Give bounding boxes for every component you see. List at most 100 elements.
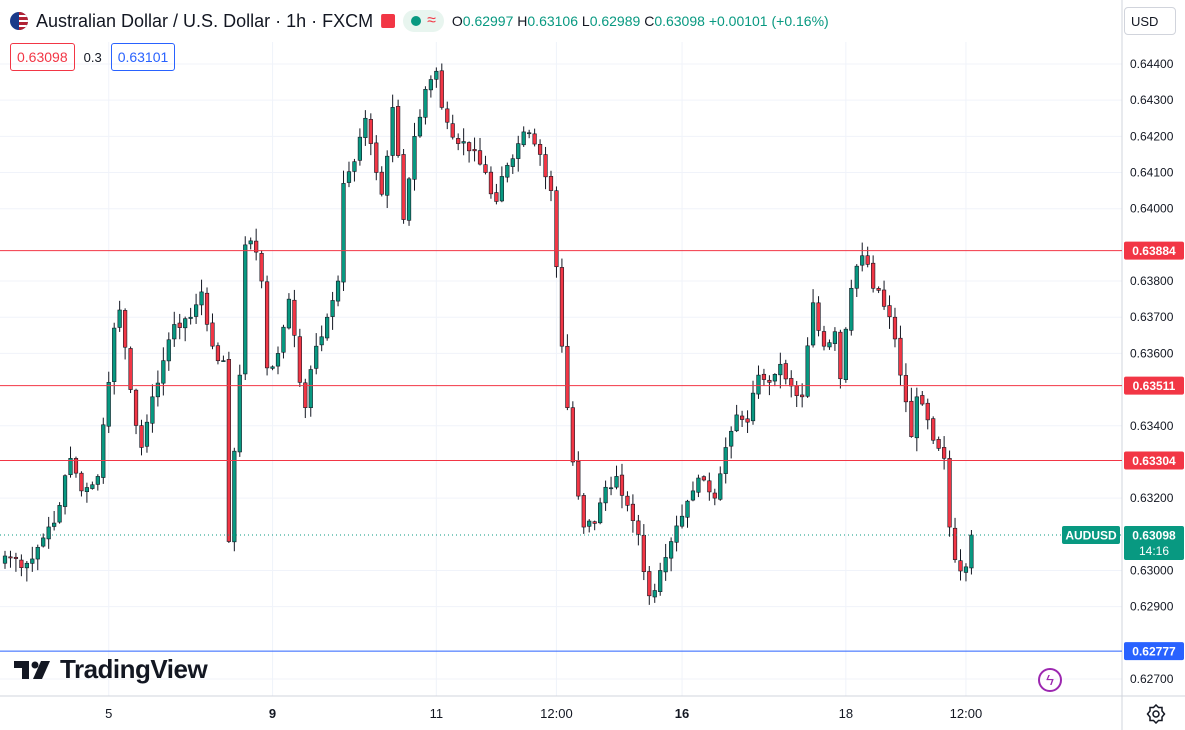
candle-body[interactable] xyxy=(204,292,210,325)
buy-price-button[interactable]: 0.63101 xyxy=(110,43,176,71)
candle-body[interactable] xyxy=(314,345,319,369)
candle-body[interactable] xyxy=(756,374,761,395)
candle-body[interactable] xyxy=(810,302,816,346)
candle-body[interactable] xyxy=(477,150,483,165)
candle-body[interactable] xyxy=(548,176,554,191)
candle-body[interactable] xyxy=(794,385,799,396)
lightning-icon[interactable]: ϟ xyxy=(1038,668,1062,692)
candle-body[interactable] xyxy=(13,556,19,559)
candle-body[interactable] xyxy=(516,143,521,159)
candle-body[interactable] xyxy=(679,515,685,527)
candle-body[interactable] xyxy=(461,141,466,144)
candle-body[interactable] xyxy=(62,475,68,507)
candle-body[interactable] xyxy=(177,322,182,328)
candle-body[interactable] xyxy=(789,378,794,387)
tradingview-logo[interactable]: TradingView xyxy=(14,654,208,685)
candle-body[interactable] xyxy=(734,414,739,432)
candle-body[interactable] xyxy=(117,309,122,328)
candle-body[interactable] xyxy=(537,144,543,155)
candle-body[interactable] xyxy=(805,345,810,397)
candle-body[interactable] xyxy=(510,158,515,167)
candle-body[interactable] xyxy=(46,526,51,540)
candle-body[interactable] xyxy=(166,339,171,362)
candle-body[interactable] xyxy=(374,142,379,173)
candle-body[interactable] xyxy=(761,373,767,380)
candle-body[interactable] xyxy=(969,534,974,569)
candle-body[interactable] xyxy=(947,458,952,528)
candle-body[interactable] xyxy=(619,474,625,496)
candle-body[interactable] xyxy=(428,79,433,91)
candle-body[interactable] xyxy=(123,310,128,348)
candle-body[interactable] xyxy=(521,131,526,146)
sell-price-button[interactable]: 0.63098 xyxy=(10,43,75,71)
candle-body[interactable] xyxy=(188,316,193,319)
candle-body[interactable] xyxy=(423,89,428,118)
candle-body[interactable] xyxy=(581,495,586,528)
candle-body[interactable] xyxy=(750,392,756,422)
candle-body[interactable] xyxy=(838,331,843,380)
candle-body[interactable] xyxy=(84,487,89,492)
candle-body[interactable] xyxy=(685,500,690,518)
candle-body[interactable] xyxy=(488,171,494,195)
candle-body[interactable] xyxy=(641,534,646,573)
candle-body[interactable] xyxy=(270,366,275,369)
candle-body[interactable] xyxy=(903,375,908,403)
candle-body[interactable] xyxy=(729,430,734,447)
candle-body[interactable] xyxy=(434,70,439,80)
candle-body[interactable] xyxy=(827,342,832,348)
candle-body[interactable] xyxy=(701,476,706,481)
candle-body[interactable] xyxy=(745,418,750,423)
candle-body[interactable] xyxy=(144,421,150,447)
candle-body[interactable] xyxy=(303,382,308,408)
candle-body[interactable] xyxy=(663,557,668,573)
candle-body[interactable] xyxy=(832,331,838,344)
candle-body[interactable] xyxy=(456,138,461,144)
candle-body[interactable] xyxy=(183,318,188,329)
candle-body[interactable] xyxy=(778,363,783,376)
candle-body[interactable] xyxy=(237,374,242,453)
candle-body[interactable] xyxy=(505,164,510,178)
candle-body[interactable] xyxy=(696,477,701,493)
candle-body[interactable] xyxy=(357,136,363,161)
candle-body[interactable] xyxy=(308,369,313,408)
candle-body[interactable] xyxy=(243,244,248,375)
candle-body[interactable] xyxy=(860,255,865,266)
candle-body[interactable] xyxy=(330,300,335,317)
settings-gear-icon[interactable] xyxy=(1145,703,1167,725)
symbol-title[interactable]: Australian Dollar / U.S. Dollar · 1h · F… xyxy=(36,10,374,31)
candle-body[interactable] xyxy=(396,106,401,156)
candle-body[interactable] xyxy=(543,154,548,178)
candle-body[interactable] xyxy=(914,396,919,439)
candle-body[interactable] xyxy=(472,149,477,152)
candle-body[interactable] xyxy=(952,527,958,560)
candle-body[interactable] xyxy=(871,262,876,289)
candle-body[interactable] xyxy=(155,382,160,398)
candle-body[interactable] xyxy=(630,503,635,521)
candle-body[interactable] xyxy=(275,353,281,367)
candle-body[interactable] xyxy=(499,176,504,202)
candle-body[interactable] xyxy=(248,240,253,245)
candle-body[interactable] xyxy=(112,327,117,382)
candle-body[interactable] xyxy=(35,546,40,560)
candle-body[interactable] xyxy=(527,132,532,135)
candle-body[interactable] xyxy=(532,133,537,145)
candle-body[interactable] xyxy=(106,382,111,427)
candle-body[interactable] xyxy=(68,458,73,476)
candle-body[interactable] xyxy=(559,267,565,347)
candle-body[interactable] xyxy=(417,116,423,137)
candle-body[interactable] xyxy=(925,402,930,421)
candle-body[interactable] xyxy=(587,520,592,527)
candle-body[interactable] xyxy=(226,359,231,542)
candle-body[interactable] xyxy=(215,345,221,362)
candle-body[interactable] xyxy=(554,190,559,268)
candle-body[interactable] xyxy=(576,460,581,497)
candle-body[interactable] xyxy=(483,164,488,173)
candle-body[interactable] xyxy=(892,316,898,340)
candle-body[interactable] xyxy=(139,425,144,448)
candle-body[interactable] xyxy=(341,183,346,283)
candle-body[interactable] xyxy=(881,289,887,307)
candle-body[interactable] xyxy=(647,571,652,597)
candle-body[interactable] xyxy=(800,394,805,398)
candle-body[interactable] xyxy=(352,161,357,172)
